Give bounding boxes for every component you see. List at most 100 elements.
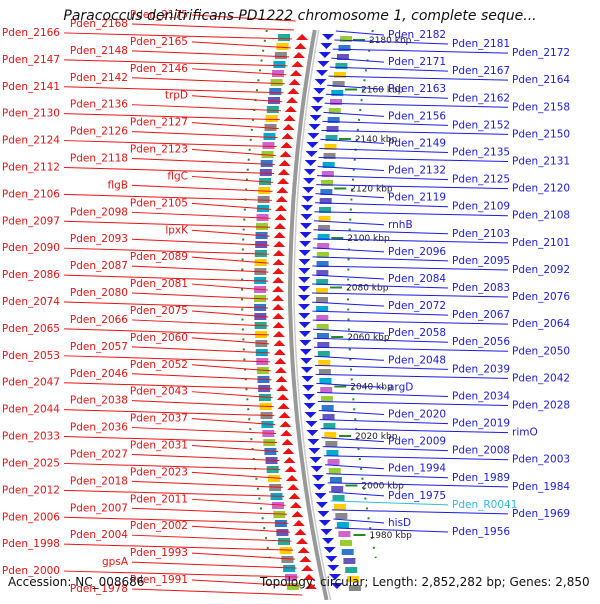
gene-label[interactable]: Pden_2092: [512, 264, 570, 276]
gene-label[interactable]: Pden_2043: [130, 386, 188, 398]
gene-label[interactable]: Pden_2058: [388, 327, 446, 339]
gene-label[interactable]: Pden_2123: [130, 144, 188, 156]
gene-label[interactable]: Pden_2127: [130, 117, 188, 129]
gene-label[interactable]: Pden_2052: [130, 359, 188, 371]
gene-label[interactable]: Pden_2036: [70, 422, 128, 434]
gene-label[interactable]: Pden_2053: [2, 350, 60, 362]
gene-label[interactable]: Pden_2066: [70, 314, 128, 326]
gene-label[interactable]: Pden_2166: [2, 27, 60, 39]
gene-label[interactable]: Pden_2158: [512, 101, 570, 113]
gene-label[interactable]: Pden_2020: [388, 409, 446, 421]
gene-label[interactable]: Pden_2103: [452, 228, 510, 240]
gene-label[interactable]: hisD: [388, 517, 411, 529]
gene-label[interactable]: Pden_1984: [512, 481, 570, 493]
gene-label[interactable]: Pden_2124: [2, 135, 60, 147]
gene-label[interactable]: rnhB: [388, 219, 413, 231]
gene-label[interactable]: Pden_2097: [2, 215, 60, 227]
gene-label[interactable]: Pden_2175: [130, 9, 188, 21]
gene-label[interactable]: Pden_2152: [452, 119, 510, 131]
gene-label[interactable]: Pden_2167: [452, 65, 510, 77]
gene-label[interactable]: Pden_2064: [512, 318, 570, 330]
gene-label[interactable]: Pden_1994: [388, 463, 446, 475]
gene-label[interactable]: Pden_2141: [2, 81, 60, 93]
gene-label[interactable]: Pden_2074: [2, 296, 60, 308]
gene-label[interactable]: Pden_2112: [2, 161, 60, 173]
gene-label[interactable]: Pden_2072: [388, 300, 446, 312]
gene-label[interactable]: Pden_2096: [388, 246, 446, 258]
gene-label[interactable]: Pden_2081: [130, 278, 188, 290]
gene-label[interactable]: trpD: [165, 90, 188, 102]
gene-label[interactable]: Pden_1993: [130, 547, 188, 559]
gene-label[interactable]: Pden_2006: [2, 511, 60, 523]
gene-label[interactable]: Pden_2148: [70, 45, 128, 57]
gene-label[interactable]: Pden_2090: [2, 242, 60, 254]
gene-label[interactable]: Pden_2172: [512, 47, 570, 59]
gene-label[interactable]: Pden_2018: [70, 475, 128, 487]
gene-label[interactable]: Pden_2118: [70, 153, 128, 165]
gene-label[interactable]: Pden_2038: [70, 395, 128, 407]
gene-label[interactable]: Pden_2075: [130, 305, 188, 317]
gene-label[interactable]: Pden_2182: [388, 29, 446, 41]
gene-label[interactable]: Pden_2028: [512, 399, 570, 411]
gene-label[interactable]: Pden_2008: [452, 445, 510, 457]
gene-label[interactable]: Pden_2031: [130, 440, 188, 452]
gene-label[interactable]: Pden_2168: [70, 18, 128, 30]
gene-label[interactable]: Pden_R0041: [452, 499, 517, 511]
gene-label[interactable]: lpxK: [165, 224, 189, 236]
gene-label[interactable]: Pden_2019: [452, 418, 510, 430]
gene-label[interactable]: Pden_2171: [388, 56, 446, 68]
gene-label[interactable]: Pden_2150: [512, 128, 570, 140]
gene-label[interactable]: Pden_2083: [452, 282, 510, 294]
gene-label[interactable]: Pden_1998: [2, 538, 60, 550]
gene-label[interactable]: Pden_2057: [70, 341, 128, 353]
gene-label[interactable]: Pden_2142: [70, 72, 128, 84]
gene-label[interactable]: Pden_2060: [130, 332, 188, 344]
gene-label[interactable]: Pden_2126: [70, 126, 128, 138]
gene-label[interactable]: Pden_2119: [388, 192, 446, 204]
gene-label[interactable]: Pden_2101: [512, 237, 570, 249]
gene-label[interactable]: Pden_2162: [452, 92, 510, 104]
gene-label[interactable]: Pden_2089: [130, 251, 188, 263]
gene-label[interactable]: Pden_2007: [70, 502, 128, 514]
gene-label[interactable]: Pden_2135: [452, 146, 510, 158]
gene-label[interactable]: Pden_2076: [512, 291, 570, 303]
gene-label[interactable]: Pden_2164: [512, 74, 570, 86]
gene-label[interactable]: Pden_2109: [452, 201, 510, 213]
gene-label[interactable]: Pden_2106: [2, 188, 60, 200]
gene-label[interactable]: flgC: [167, 170, 188, 182]
gene-label[interactable]: Pden_2023: [130, 466, 188, 478]
gene-label[interactable]: Pden_2120: [512, 183, 570, 195]
gene-label[interactable]: Pden_2046: [70, 368, 128, 380]
gene-label[interactable]: Pden_2037: [130, 413, 188, 425]
gene-label[interactable]: Pden_2105: [130, 197, 188, 209]
gene-label[interactable]: Pden_1969: [512, 508, 570, 520]
gene-label[interactable]: Pden_2130: [2, 108, 60, 120]
gene-label[interactable]: Pden_1956: [452, 526, 510, 538]
gene-label[interactable]: Pden_2003: [512, 454, 570, 466]
gene-label[interactable]: rimO: [512, 427, 538, 439]
gene-label[interactable]: Pden_2136: [70, 99, 128, 111]
gene-label[interactable]: Pden_2042: [512, 372, 570, 384]
gene-label[interactable]: Pden_2080: [70, 287, 128, 299]
gene-label[interactable]: Pden_2086: [2, 269, 60, 281]
gene-label[interactable]: Pden_2084: [388, 273, 446, 285]
gene-label[interactable]: Pden_2181: [452, 38, 510, 50]
gene-label[interactable]: Pden_2108: [512, 210, 570, 222]
gene-label[interactable]: Pden_2033: [2, 431, 60, 443]
gene-label[interactable]: Pden_2156: [388, 110, 446, 122]
gene-label[interactable]: Pden_2125: [452, 174, 510, 186]
gene-label[interactable]: Pden_2002: [130, 520, 188, 532]
gene-label[interactable]: Pden_2147: [2, 54, 60, 66]
gene-label[interactable]: flgB: [108, 179, 128, 191]
gene-label[interactable]: Pden_2025: [2, 457, 60, 469]
gene-label[interactable]: Pden_2000: [2, 565, 60, 577]
gene-label[interactable]: Pden_1991: [130, 574, 188, 586]
gene-label[interactable]: Pden_2093: [70, 233, 128, 245]
gene-label[interactable]: Pden_2027: [70, 448, 128, 460]
gene-label[interactable]: Pden_2047: [2, 377, 60, 389]
gene-label[interactable]: Pden_2009: [388, 436, 446, 448]
gene-label[interactable]: Pden_2149: [388, 137, 446, 149]
gene-label[interactable]: Pden_2098: [70, 206, 128, 218]
gene-label[interactable]: Pden_2004: [70, 529, 128, 541]
gene-label[interactable]: Pden_1975: [388, 490, 446, 502]
